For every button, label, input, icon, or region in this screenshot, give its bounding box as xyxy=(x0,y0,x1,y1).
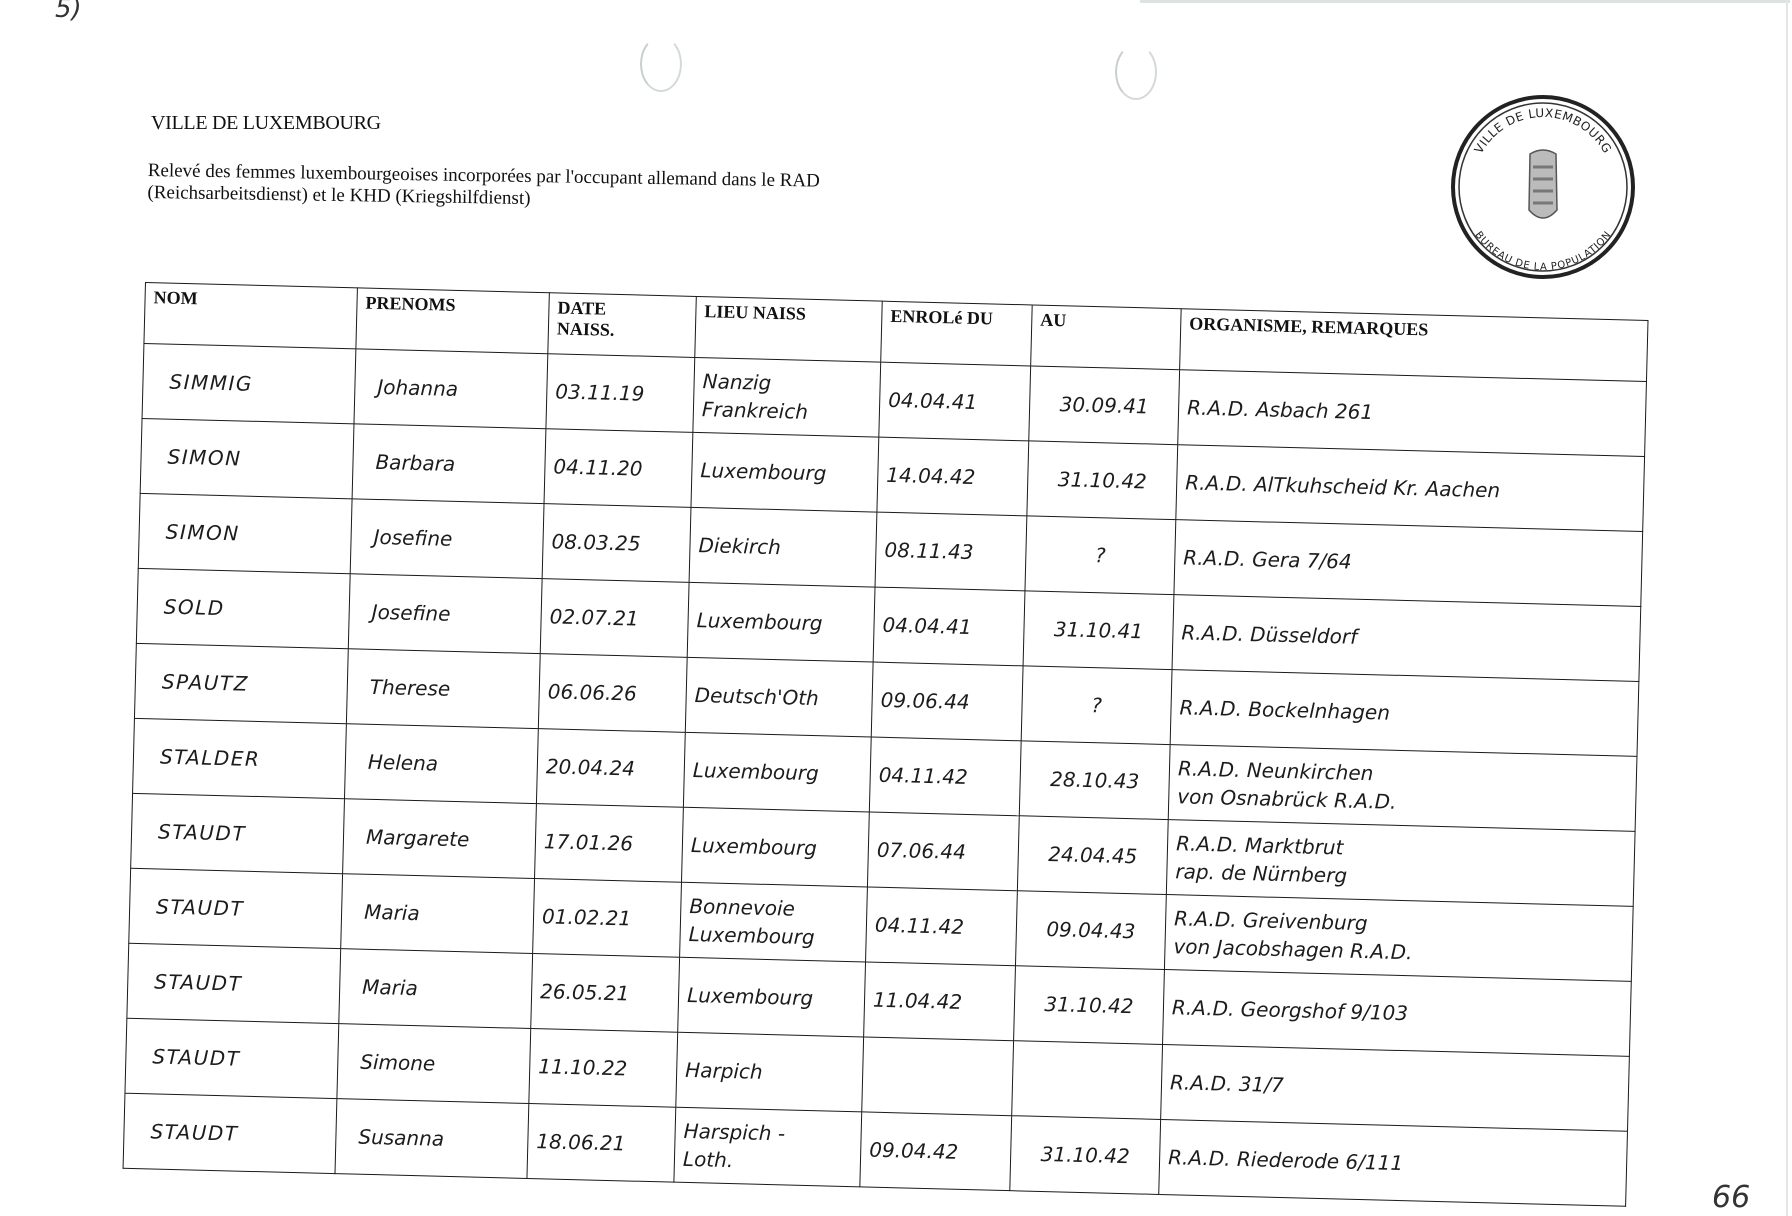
svg-text:BUREAU DE LA POPULATION: BUREAU DE LA POPULATION xyxy=(1472,230,1614,274)
cell-date-naiss: 20.04.24 xyxy=(536,728,686,808)
cell-au xyxy=(1011,1040,1163,1120)
cell-au: 30.09.41 xyxy=(1028,365,1180,445)
cell-au: 24.04.45 xyxy=(1017,815,1169,895)
cell-prenoms: Susanna xyxy=(334,1098,529,1179)
cell-prenoms: Josefine xyxy=(348,573,543,654)
coat-of-arms-icon xyxy=(1528,149,1558,219)
cell-nom: SOLD xyxy=(136,568,351,649)
column-header-au: AU xyxy=(1030,304,1182,370)
cell-lieu-naiss: Nanzig Frankreich xyxy=(692,357,881,438)
column-header-lieu-naiss: LIEU NAISS xyxy=(694,296,883,363)
cell-enrole-du: 04.11.42 xyxy=(869,737,1022,816)
cell-nom: SIMON xyxy=(140,418,354,499)
cell-lieu-naiss: Luxembourg xyxy=(690,432,879,513)
cell-prenoms: Maria xyxy=(338,948,533,1029)
cell-date-naiss: 18.06.21 xyxy=(526,1103,676,1183)
cell-au: 31.10.42 xyxy=(1013,965,1165,1045)
cell-date-naiss: 06.06.26 xyxy=(538,653,688,733)
cell-au: 31.10.41 xyxy=(1023,590,1174,670)
cell-enrole-du: 11.04.42 xyxy=(863,961,1016,1041)
cell-remarques: R.A.D. Neunkirchen von Osnabrück R.A.D. xyxy=(1168,744,1637,832)
cell-prenoms: Therese xyxy=(346,648,541,729)
cell-au: 09.04.43 xyxy=(1015,890,1167,970)
cell-lieu-naiss: Bonnevoie Luxembourg xyxy=(679,882,868,962)
page-title: VILLE DE LUXEMBOURG xyxy=(151,112,381,134)
cell-au: 31.10.42 xyxy=(1026,440,1178,520)
cell-enrole-du: 09.04.42 xyxy=(859,1111,1012,1191)
cell-lieu-naiss: Diekirch xyxy=(689,507,877,588)
cell-enrole-du: 08.11.43 xyxy=(875,512,1027,591)
cell-remarques: R.A.D. Bockelnhagen xyxy=(1170,669,1639,757)
cell-nom: STAUDT xyxy=(123,1093,337,1174)
column-header-nom: NOM xyxy=(143,282,358,349)
cell-lieu-naiss: Luxembourg xyxy=(687,582,876,663)
cell-enrole-du: 14.04.42 xyxy=(876,437,1029,516)
cell-remarques: R.A.D. Riederode 6/111 xyxy=(1158,1119,1628,1207)
cell-enrole-du: 04.04.41 xyxy=(878,362,1031,441)
cell-date-naiss: 11.10.22 xyxy=(528,1028,678,1108)
cell-remarques: R.A.D. 31/7 xyxy=(1160,1044,1630,1132)
cell-prenoms: Helena xyxy=(344,723,539,804)
column-header-date-naiss: DATE NAISS. xyxy=(547,292,697,358)
corner-mark: 5) xyxy=(55,0,82,24)
cell-lieu-naiss: Luxembourg xyxy=(677,957,866,1037)
cell-lieu-naiss: Deutsch'Oth xyxy=(685,657,874,738)
cell-lieu-naiss: Harspich - Loth. xyxy=(673,1107,862,1187)
punch-hole-right xyxy=(1115,44,1157,100)
cell-prenoms: Johanna xyxy=(353,348,548,429)
cell-nom: STAUDT xyxy=(126,943,341,1024)
cell-nom: SPAUTZ xyxy=(134,643,349,724)
cell-enrole-du: 09.06.44 xyxy=(871,662,1024,741)
official-stamp: VILLE DE LUXEMBOURG BUREAU DE LA POPULAT… xyxy=(1451,95,1635,279)
cell-date-naiss: 08.03.25 xyxy=(542,503,691,583)
cell-enrole-du: 04.04.41 xyxy=(873,587,1025,666)
cell-lieu-naiss: Luxembourg xyxy=(681,807,870,887)
cell-remarques: R.A.D. Düsseldorf xyxy=(1172,594,1641,682)
cell-lieu-naiss: Luxembourg xyxy=(683,732,872,812)
register-table: NOM PRENOMS DATE NAISS. LIEU NAISS ENROL… xyxy=(123,282,1649,1207)
register-table-container: NOM PRENOMS DATE NAISS. LIEU NAISS ENROL… xyxy=(123,282,1649,1207)
cell-remarques: R.A.D. Marktbrut rap. de Nürnberg xyxy=(1166,819,1636,907)
cell-nom: STAUDT xyxy=(124,1018,339,1099)
column-header-enrole-du: ENROLé DU xyxy=(880,301,1033,366)
cell-remarques: R.A.D. AlTkuhscheid Kr. Aachen xyxy=(1175,444,1645,532)
cell-prenoms: Margarete xyxy=(342,798,537,879)
cell-au: ? xyxy=(1021,665,1173,745)
cell-remarques: R.A.D. Greivenburg von Jacobshagen R.A.D… xyxy=(1164,894,1634,982)
cell-prenoms: Josefine xyxy=(350,498,545,579)
cell-date-naiss: 26.05.21 xyxy=(530,953,680,1033)
scan-edge-right xyxy=(1786,0,1788,1216)
cell-nom: SIMON xyxy=(138,493,353,574)
page-number: 66 xyxy=(1712,1180,1751,1215)
column-header-prenoms: PRENOMS xyxy=(355,287,550,354)
cell-au: ? xyxy=(1024,515,1176,595)
cell-date-naiss: 17.01.26 xyxy=(534,803,684,883)
punch-hole-left xyxy=(640,36,682,92)
cell-date-naiss: 04.11.20 xyxy=(544,428,693,508)
cell-prenoms: Barbara xyxy=(352,423,546,504)
cell-au: 31.10.42 xyxy=(1009,1115,1161,1195)
table-body: SIMMIG Johanna 03.11.19 Nanzig Frankreich 04… xyxy=(123,343,1647,1207)
cell-remarques: R.A.D. Gera 7/64 xyxy=(1173,519,1643,607)
cell-prenoms: Simone xyxy=(336,1023,531,1104)
cell-remarques: R.A.D. Asbach 261 xyxy=(1177,369,1647,457)
cell-enrole-du xyxy=(861,1036,1014,1116)
cell-nom: STAUDT xyxy=(130,793,345,874)
cell-date-naiss: 01.02.21 xyxy=(532,878,682,958)
cell-lieu-naiss: Harpich xyxy=(675,1032,864,1112)
cell-au: 28.10.43 xyxy=(1019,740,1171,820)
cell-prenoms: Maria xyxy=(340,873,535,954)
cell-date-naiss: 02.07.21 xyxy=(540,578,690,658)
cell-nom: SIMMIG xyxy=(142,343,356,424)
cell-enrole-du: 07.06.44 xyxy=(867,811,1020,891)
cell-nom: STAUDT xyxy=(128,868,343,949)
page-subtitle: Relevé des femmes luxembourgeoises incor… xyxy=(147,160,821,210)
cell-date-naiss: 03.11.19 xyxy=(545,353,695,433)
cell-nom: STALDER xyxy=(132,718,347,799)
cell-remarques: R.A.D. Georgshof 9/103 xyxy=(1162,969,1632,1057)
cell-enrole-du: 04.11.42 xyxy=(865,886,1018,966)
scan-edge-top xyxy=(1140,0,1790,3)
